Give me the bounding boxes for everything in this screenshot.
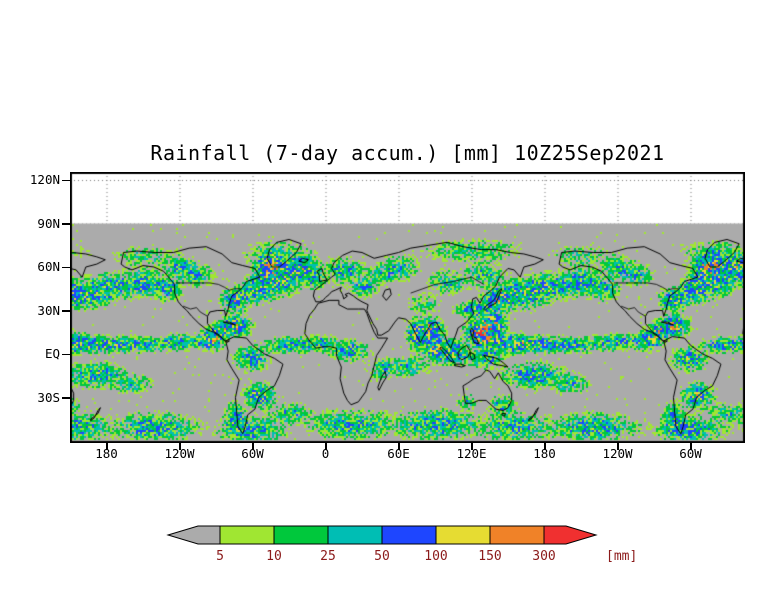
lon-tick-mark: [252, 443, 254, 450]
lon-tick-mark: [325, 443, 327, 450]
lat-tick-label: 30S: [37, 389, 60, 405]
colorbar-level-label: 50: [374, 549, 390, 564]
colorbar-unit-label: [mm]: [606, 549, 638, 564]
colorbar-segment: [435, 525, 491, 545]
lat-tick-label: 90N: [37, 215, 60, 231]
colorbar-level-label: 100: [424, 549, 448, 564]
lon-tick-mark: [471, 443, 473, 450]
lon-tick-mark: [617, 443, 619, 450]
lon-tick-label: 180: [533, 446, 556, 461]
colorbar-segment: [381, 525, 437, 545]
colorbar-under-arrow: [166, 525, 221, 545]
chart-title: Rainfall (7-day accum.) [mm] 10Z25Sep202…: [150, 141, 665, 165]
colorbar-level-label: 5: [216, 549, 224, 564]
lat-tick-mark: [62, 310, 70, 312]
colorbar-level-label: 150: [478, 549, 502, 564]
lat-tick-mark: [62, 179, 70, 181]
colorbar-graphic: [166, 525, 598, 545]
lon-tick-label: 120W: [164, 446, 195, 461]
lon-tick-label: 0: [321, 446, 330, 461]
colorbar-segment: [273, 525, 329, 545]
colorbar-level-label: 25: [320, 549, 336, 564]
colorbar: 5 10 25 50 100 150 300 [mm]: [150, 518, 670, 570]
lat-tick-label: EQ: [44, 346, 60, 361]
colorbar-segment: [489, 525, 545, 545]
lon-tick-label: 60W: [679, 446, 702, 461]
lon-tick-label: 60W: [241, 446, 264, 461]
colorbar-segment: [327, 525, 383, 545]
colorbar-level-label: 10: [266, 549, 282, 564]
lon-tick-mark: [690, 443, 692, 450]
world-rainfall-map: [70, 172, 745, 443]
lat-tick-mark: [62, 266, 70, 268]
lat-tick-label: 30N: [37, 302, 60, 318]
colorbar-level-label: 300: [532, 549, 556, 564]
lat-tick-label: 60N: [37, 259, 60, 274]
lon-tick-label: 120W: [602, 446, 633, 461]
lon-tick-mark: [544, 443, 546, 450]
lon-tick-label: 60E: [387, 446, 410, 461]
lon-tick-mark: [398, 443, 400, 450]
lon-tick-mark: [106, 443, 108, 450]
lat-tick-mark: [62, 353, 70, 355]
colorbar-over-arrow: [543, 525, 598, 545]
lon-tick-label: 120E: [456, 446, 487, 461]
lat-tick-mark: [62, 223, 70, 225]
lon-tick-mark: [179, 443, 181, 450]
lat-tick-label: 120N: [29, 172, 60, 187]
lat-tick-mark: [62, 397, 70, 399]
colorbar-segment: [219, 525, 275, 545]
lon-tick-label: 180: [95, 446, 118, 461]
